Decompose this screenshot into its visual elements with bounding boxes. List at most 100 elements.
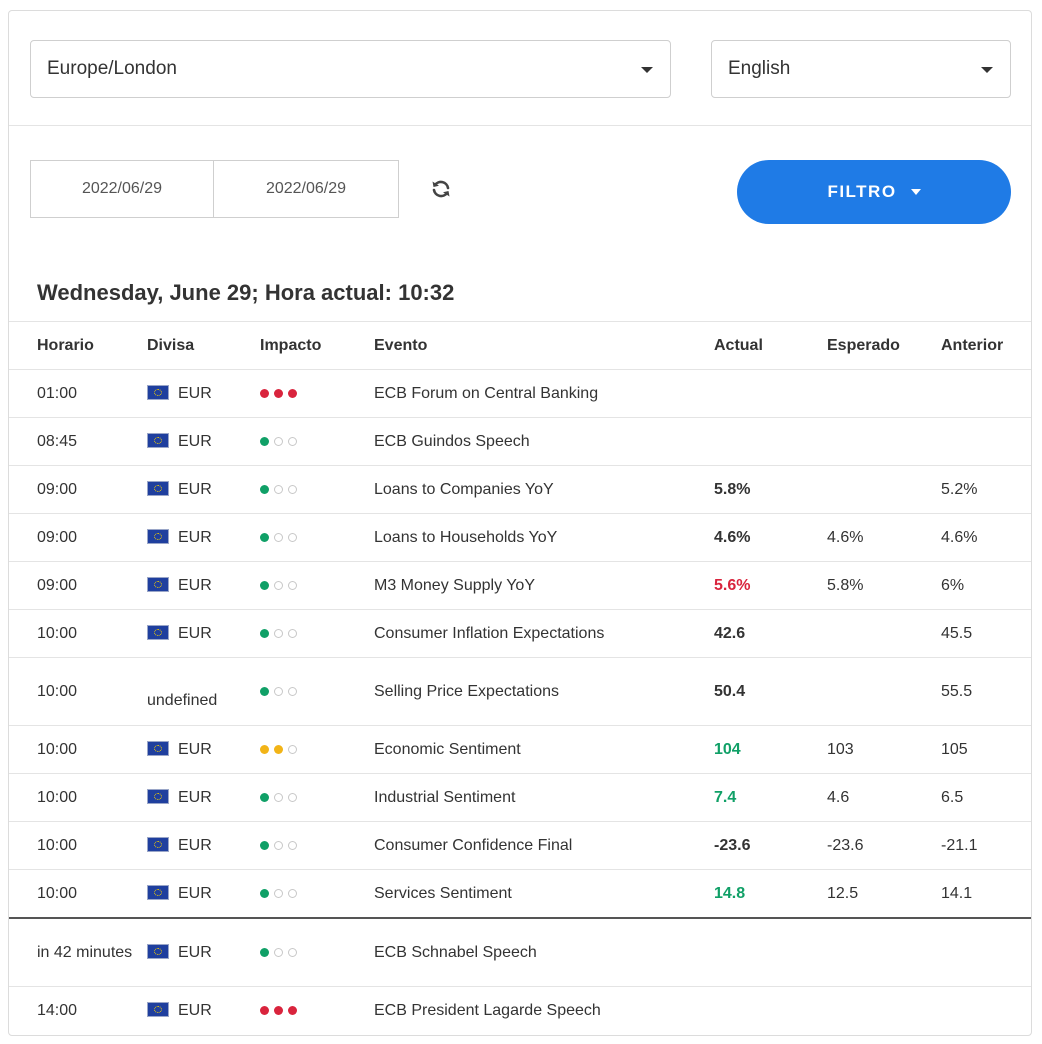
cell-event[interactable]: ECB Schnabel Speech bbox=[374, 918, 714, 987]
cell-previous bbox=[941, 369, 1031, 418]
cell-impact bbox=[260, 465, 374, 514]
cell-impact bbox=[260, 657, 374, 726]
impact-dot bbox=[260, 628, 269, 638]
cell-currency: EUR bbox=[147, 465, 260, 514]
table-row[interactable]: 09:00 EUR Loans to Companies YoY 5.8% 5.2% bbox=[9, 465, 1031, 514]
impact-dot bbox=[274, 744, 283, 754]
impact-dot bbox=[274, 1005, 283, 1015]
table-header-row: Horario Divisa Impacto Evento Actual Esp… bbox=[9, 321, 1031, 370]
eu-flag-icon bbox=[147, 576, 169, 592]
cell-impact bbox=[260, 918, 374, 987]
eu-flag-icon bbox=[147, 528, 169, 544]
cell-event[interactable]: M3 Money Supply YoY bbox=[374, 561, 714, 610]
impact-dot bbox=[288, 532, 297, 542]
cell-previous bbox=[941, 417, 1031, 466]
currency-code: EUR bbox=[178, 528, 212, 546]
cell-event[interactable]: Loans to Households YoY bbox=[374, 513, 714, 562]
cell-actual: 50.4 bbox=[714, 657, 827, 726]
impact-dot bbox=[274, 388, 283, 398]
cell-event[interactable]: ECB President Lagarde Speech bbox=[374, 1001, 601, 1019]
cell-event[interactable]: Economic Sentiment bbox=[374, 725, 714, 774]
table-row[interactable]: 01:00 EUR ECB Forum on Central Banking bbox=[9, 369, 1031, 418]
impact-dot bbox=[288, 436, 297, 446]
cell-event[interactable]: Industrial Sentiment bbox=[374, 773, 714, 822]
header-actual: Actual bbox=[714, 321, 827, 370]
date-to-input[interactable]: 2022/06/29 bbox=[213, 160, 399, 218]
table-row[interactable]: 10:00 EUR Consumer Inflation Expectations 4… bbox=[9, 609, 1031, 658]
impact-dot bbox=[288, 628, 297, 638]
header-forecast: Esperado bbox=[827, 321, 941, 370]
impact-dot bbox=[288, 1005, 297, 1015]
impact-dot bbox=[274, 628, 283, 638]
caret-down-icon bbox=[910, 189, 921, 195]
filter-button[interactable]: FILTRO bbox=[737, 160, 1011, 224]
cell-actual: 7.4 bbox=[714, 773, 827, 822]
impact-dot bbox=[274, 888, 283, 898]
table-row[interactable]: 08:45 EUR ECB Guindos Speech bbox=[9, 417, 1031, 466]
cell-event[interactable]: Consumer Confidence Final bbox=[374, 821, 714, 870]
cell-previous: -21.1 bbox=[941, 821, 1031, 870]
impact-dot bbox=[260, 532, 269, 542]
cell-event[interactable]: ECB Guindos Speech bbox=[374, 417, 714, 466]
cell-forecast bbox=[827, 465, 941, 514]
date-to-value: 2022/06/29 bbox=[265, 180, 347, 197]
impact-dot bbox=[260, 1005, 269, 1015]
cell-time: 10:00 bbox=[9, 773, 147, 822]
impact-dot bbox=[274, 436, 283, 446]
language-select[interactable]: English bbox=[711, 40, 1011, 98]
cell-impact bbox=[260, 417, 374, 466]
header-previous: Anterior bbox=[941, 321, 1031, 370]
timezone-select-value: Europe/London bbox=[47, 58, 177, 79]
eu-flag-icon bbox=[147, 480, 169, 496]
currency-code: EUR bbox=[178, 836, 212, 854]
impact-dot bbox=[288, 744, 297, 754]
table-row[interactable]: 10:00 EUR Industrial Sentiment 7.4 4.6 6.5 bbox=[9, 773, 1031, 822]
chevron-down-icon bbox=[981, 67, 993, 73]
table-row[interactable]: in 42 minutes EUR ECB Schnabel Speech bbox=[9, 918, 1031, 987]
cell-currency: EUR bbox=[147, 987, 260, 1035]
currency-code: EUR bbox=[178, 943, 212, 961]
impact-dot bbox=[288, 580, 297, 590]
currency-code: EUR bbox=[178, 788, 212, 806]
cell-previous: 6.5 bbox=[941, 773, 1031, 822]
table-row[interactable]: 09:00 EUR M3 Money Supply YoY 5.6% 5.8% 6% bbox=[9, 561, 1031, 610]
timezone-select[interactable]: Europe/London bbox=[30, 40, 671, 98]
cell-impact bbox=[260, 821, 374, 870]
cell-event[interactable]: Services Sentiment bbox=[374, 869, 714, 919]
cell-actual: 4.6% bbox=[714, 513, 827, 562]
eu-flag-icon bbox=[147, 740, 169, 756]
table-row[interactable]: 10:00 EUR Economic Sentiment 104 103 105 bbox=[9, 725, 1031, 774]
cell-event[interactable]: Consumer Inflation Expectations bbox=[374, 609, 714, 658]
table-row[interactable]: 10:00 EUR Consumer Confidence Final -23.6 -2… bbox=[9, 821, 1031, 870]
date-from-input[interactable]: 2022/06/29 bbox=[30, 160, 214, 218]
header-currency: Divisa bbox=[147, 321, 260, 370]
eu-flag-icon bbox=[147, 1001, 169, 1017]
cell-event[interactable]: Selling Price Expectations bbox=[374, 657, 714, 726]
table-row[interactable]: 09:00 EUR Loans to Households YoY 4.6% 4.6% 4… bbox=[9, 513, 1031, 562]
cell-time: 10:00 bbox=[9, 609, 147, 658]
events-table: Horario Divisa Impacto Evento Actual Esp… bbox=[9, 321, 1031, 1034]
cell-forecast bbox=[827, 987, 941, 1035]
currency-code: EUR bbox=[178, 432, 212, 450]
impact-dot bbox=[288, 888, 297, 898]
table-row[interactable]: 10:00 EUR Services Sentiment 14.8 12.5 14.1 bbox=[9, 869, 1031, 919]
cell-currency: EUR bbox=[147, 513, 260, 562]
cell-forecast bbox=[827, 417, 941, 466]
cell-currency: EUR bbox=[147, 869, 260, 919]
cell-time: 09:00 bbox=[9, 465, 147, 514]
cell-event[interactable]: Loans to Companies YoY bbox=[374, 465, 714, 514]
cell-currency: EUR bbox=[147, 609, 260, 658]
refresh-icon[interactable] bbox=[429, 177, 453, 201]
table-row[interactable]: 10:00 undefined Selling Price Expectations… bbox=[9, 657, 1031, 726]
cell-impact bbox=[260, 369, 374, 418]
impact-dot bbox=[260, 744, 269, 754]
currency-code: EUR bbox=[178, 740, 212, 758]
cell-forecast bbox=[827, 609, 941, 658]
impact-dot bbox=[288, 947, 297, 957]
cell-previous: 55.5 bbox=[941, 657, 1031, 726]
cell-event[interactable]: ECB Forum on Central Banking bbox=[374, 369, 714, 418]
currency-code: EUR bbox=[178, 884, 212, 902]
cell-impact bbox=[260, 773, 374, 822]
table-row[interactable]: 14:00 EUR ECB President Lagarde Speech bbox=[9, 987, 1031, 1035]
cell-actual: 5.6% bbox=[714, 561, 827, 610]
